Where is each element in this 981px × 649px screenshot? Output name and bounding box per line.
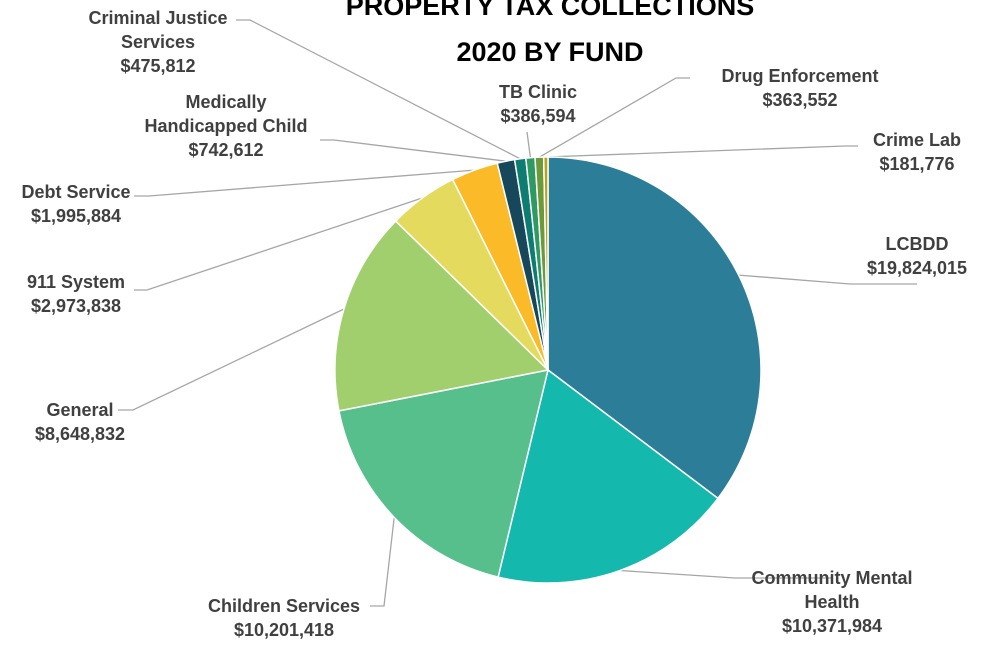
slice-label: Community Mental Health $10,371,984 — [712, 566, 952, 638]
slice-label-name: General — [46, 400, 114, 420]
leader-line — [738, 274, 917, 285]
slice-label-name: Community Mental — [751, 568, 913, 588]
slice-label-name: 911 System — [26, 272, 126, 292]
leader-line — [538, 77, 690, 158]
slice-label-name: Drug Enforcement — [721, 66, 879, 86]
slice-label-value: $8,648,832 — [34, 424, 126, 444]
leader-line — [134, 197, 423, 291]
slice-label-value: $386,594 — [500, 106, 576, 126]
slice-label-value: $742,612 — [188, 140, 264, 160]
slice-label: Children Services $10,201,418 — [164, 594, 404, 642]
slice-label: General $8,648,832 — [0, 398, 200, 446]
leader-line — [526, 131, 532, 158]
slice-label-name: Crime Lab — [872, 130, 962, 150]
slice-label-name: Medically — [185, 92, 267, 112]
slice-label-value: $475,812 — [120, 56, 196, 76]
slice-label-name: Debt Service — [21, 182, 131, 202]
pie-slice — [338, 369, 550, 578]
pie-slice — [547, 156, 762, 500]
leader-line — [134, 169, 475, 197]
pie-slice — [334, 220, 550, 412]
slice-label-value: $2,973,838 — [30, 296, 122, 316]
slice-label: Criminal Justice Services $475,812 — [38, 6, 278, 78]
pie-slices — [334, 156, 762, 584]
slice-label: Crime Lab $181,776 — [797, 128, 981, 176]
leader-line — [545, 145, 858, 158]
pie-slice — [497, 368, 720, 584]
leader-line — [118, 308, 345, 411]
slice-label-value: $363,552 — [762, 90, 838, 110]
slice-label-name: LCBDD — [885, 234, 949, 254]
slice-label: Drug Enforcement $363,552 — [680, 64, 920, 112]
slice-label: LCBDD $19,824,015 — [797, 232, 981, 280]
leader-lines — [118, 19, 917, 607]
leader-line — [236, 19, 521, 160]
slice-label-name: Services — [120, 32, 196, 52]
slice-label: Medically Handicapped Child $742,612 — [106, 90, 346, 162]
slice-label-name: Children Services — [207, 596, 361, 616]
slice-label: 911 System $2,973,838 — [0, 270, 196, 318]
slice-label-value: $10,371,984 — [781, 616, 883, 636]
slice-label-name: Handicapped Child — [144, 116, 308, 136]
slice-label-value: $181,776 — [879, 154, 955, 174]
slice-label: TB Clinic $386,594 — [418, 80, 658, 128]
slice-label-value: $10,201,418 — [233, 620, 335, 640]
leader-line — [320, 139, 506, 162]
leader-line — [370, 517, 395, 607]
slice-label-value: $1,995,884 — [30, 206, 122, 226]
slice-label-value: $19,824,015 — [866, 258, 968, 278]
slice-label-name: TB Clinic — [498, 82, 577, 102]
leader-line — [619, 569, 832, 579]
slice-label-name: Health — [804, 592, 860, 612]
chart-title-line-1: PROPERTY TAX COLLECTIONS — [345, 0, 755, 21]
slice-label-name: Criminal Justice — [88, 8, 228, 28]
pie-slice — [542, 156, 549, 371]
chart-title-line-2: 2020 BY FUND — [456, 37, 644, 67]
slice-label: Debt Service $1,995,884 — [0, 180, 196, 228]
